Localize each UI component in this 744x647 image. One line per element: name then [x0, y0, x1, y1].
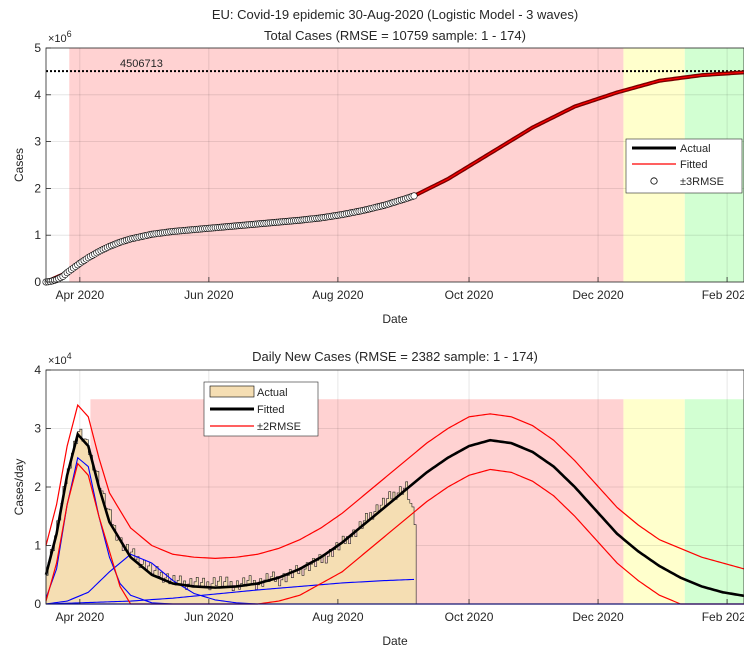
bottom-phase-backgrounds [90, 399, 744, 604]
bottom-legend-band-label: ±2RMSE [257, 421, 301, 433]
top-phase-band [69, 48, 624, 282]
top-tick-labels: Apr 2020 Jun 2020 Aug 2020 Oct 2020 Dec 2020… [34, 41, 744, 302]
top-y-exponent: ×106 [48, 29, 72, 45]
bottom-legend-actual-label: Actual [257, 387, 288, 399]
bottom-legend-fitted-label: Fitted [257, 404, 285, 416]
bottom-y-tick-label: 2 [34, 480, 41, 494]
top-x-tick-label: Oct 2020 [445, 288, 494, 302]
bottom-upper-band [45, 403, 744, 570]
figure-title: EU: Covid-19 epidemic 30-Aug-2020 (Logis… [212, 7, 578, 22]
top-legend: Actual Fitted ±3RMSE [625, 138, 743, 194]
bottom-y-exponent: ×104 [48, 351, 72, 367]
bottom-x-tick-label: Oct 2020 [445, 610, 494, 624]
bottom-legend: Actual Fitted ±2RMSE [203, 381, 319, 437]
top-series [42, 70, 744, 286]
top-y-axis-label: Cases [12, 148, 26, 182]
bottom-tick-labels: Apr 2020 Jun 2020 Aug 2020 Oct 2020 Dec 2020… [34, 363, 744, 624]
top-legend-marker-swatch [650, 177, 658, 185]
top-legend-fitted-label: Fitted [680, 159, 708, 171]
top-axes-box [45, 47, 744, 283]
bottom-x-axis-label: Date [382, 634, 408, 647]
bottom-phase-band [684, 399, 744, 604]
top-x-tick-label: Aug 2020 [312, 288, 364, 302]
bottom-legend-actual-swatch [209, 385, 255, 398]
bottom-y-tick-label: 0 [34, 597, 41, 611]
bottom-y-tick-label: 1 [34, 539, 41, 553]
top-x-tick-label: Dec 2020 [572, 288, 624, 302]
top-y-tick-label: 4 [34, 88, 41, 102]
daily-cases-chart: Daily New Cases (RMSE = 2382 sample: 1 -… [12, 349, 744, 647]
top-legend-rmse-label: ±3RMSE [680, 176, 724, 188]
top-y-tick-label: 2 [34, 181, 41, 195]
top-y-tick-label: 3 [34, 135, 41, 149]
top-asymptote-label: 4506713 [120, 58, 163, 70]
bottom-y-tick-label: 3 [34, 422, 41, 436]
bottom-wave3-curve [45, 578, 415, 605]
bottom-x-tick-label: Jun 2020 [184, 610, 234, 624]
bottom-actual-histogram [45, 428, 417, 605]
bottom-x-tick-label: Feb 2021 [702, 610, 744, 624]
daily-cases-title: Daily New Cases (RMSE = 2382 sample: 1 -… [252, 349, 538, 364]
total-cases-chart: Total Cases (RMSE = 10759 sample: 1 - 17… [12, 28, 744, 326]
bottom-x-tick-label: Dec 2020 [572, 610, 624, 624]
top-x-axis-label: Date [382, 312, 408, 326]
bottom-x-tick-label: Apr 2020 [55, 610, 104, 624]
bottom-fitted-line [44, 431, 744, 598]
top-y-tick-label: 5 [34, 41, 41, 55]
top-y-tick-label: 0 [34, 275, 41, 289]
bottom-y-tick-label: 4 [34, 363, 41, 377]
bottom-x-tick-label: Aug 2020 [312, 610, 364, 624]
bottom-y-axis-label: Cases/day [12, 459, 26, 516]
top-x-tick-label: Apr 2020 [55, 288, 104, 302]
total-cases-title: Total Cases (RMSE = 10759 sample: 1 - 17… [264, 28, 526, 43]
top-actual-point [410, 192, 418, 200]
bottom-phase-band [623, 399, 685, 604]
top-y-tick-label: 1 [34, 228, 41, 242]
top-legend-actual-label: Actual [680, 143, 711, 155]
top-x-tick-label: Feb 2021 [702, 288, 744, 302]
top-x-tick-label: Jun 2020 [184, 288, 234, 302]
